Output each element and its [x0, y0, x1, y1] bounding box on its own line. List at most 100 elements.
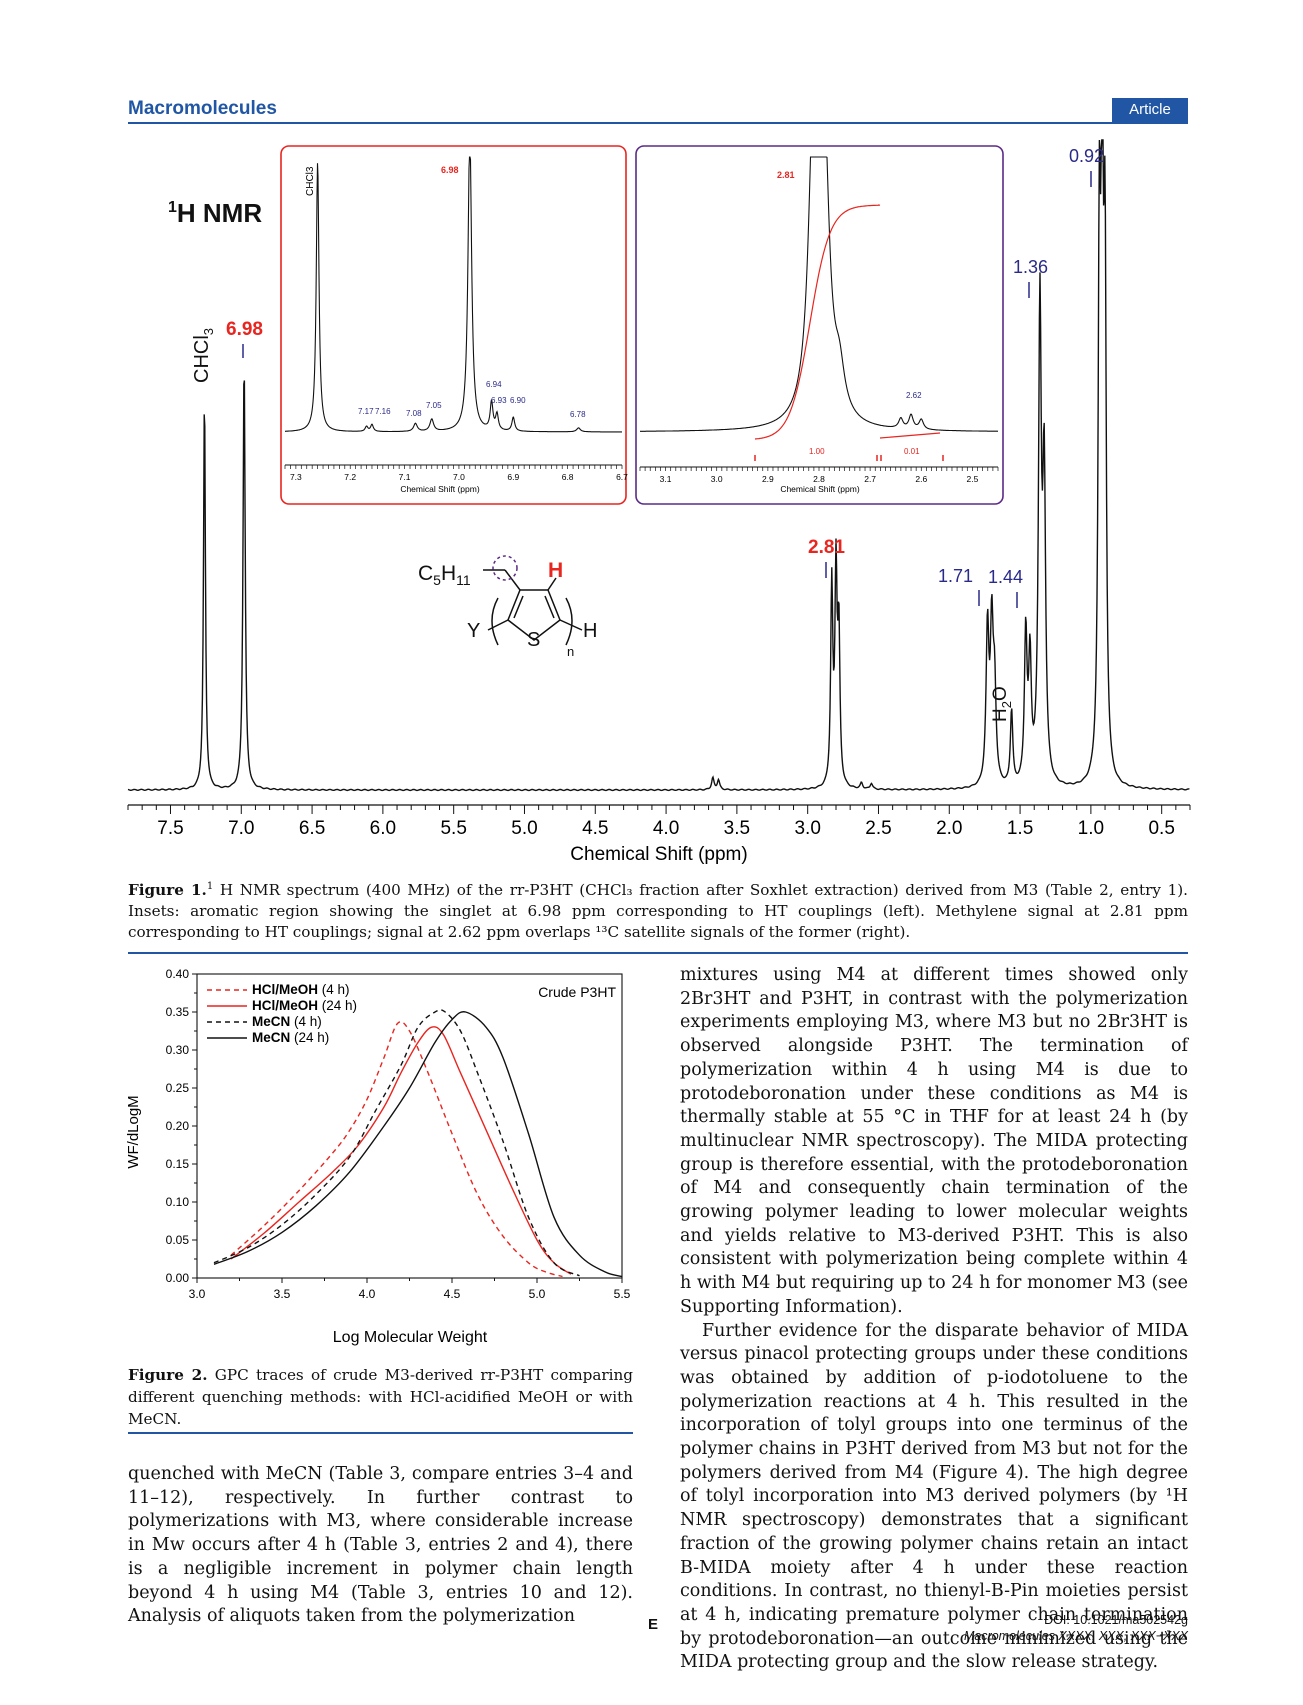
svg-text:Y: Y: [467, 620, 480, 642]
gpc-y-tick-label: 0.15: [166, 1157, 190, 1171]
inset-right-ticks: 3.1 3.0 2.9 2.8 2.7 2.6 2.5: [639, 467, 999, 484]
gpc-y-tick-label: 0.35: [166, 1005, 190, 1019]
inset-left-tick-label: 7.3: [290, 472, 302, 482]
gpc-legend: HCl/MeOH (4 h)HCl/MeOH (24 h)MeCN (4 h)M…: [207, 982, 357, 1045]
nmr-tick-label: 4.0: [653, 818, 679, 839]
inset-left-708: 7.08: [406, 409, 422, 418]
inset-right-tick-label: 2.6: [915, 474, 927, 484]
svg-text:H2O: H2O: [990, 686, 1014, 722]
integral-markers: [754, 455, 944, 461]
svg-text:C5H11: C5H11: [418, 562, 471, 588]
svg-text:H: H: [548, 559, 563, 582]
inset-left-tick-label: 7.0: [453, 472, 465, 482]
gpc-x-tick-label: 3.5: [274, 1287, 291, 1301]
inset-left-tick-label: 7.1: [399, 472, 411, 482]
gpc-y-tick-label: 0.10: [166, 1195, 190, 1209]
inset-left-690: 6.90: [510, 396, 526, 405]
inset-left-frame: [280, 145, 627, 505]
gpc-y-tick-label: 0.00: [166, 1271, 190, 1285]
right-paragraph-1: mixtures using M4 at different times sho…: [680, 965, 1188, 1317]
inset-right-281: 2.81: [777, 170, 795, 180]
nmr-x-label: Chemical Shift (ppm): [570, 844, 747, 865]
journal-name: Macromolecules: [128, 98, 277, 119]
gpc-y-tick-label: 0.40: [166, 967, 190, 981]
nmr-tick-label: 7.5: [157, 818, 183, 839]
gpc-x-ticks: 3.0 3.5 4.0 4.5 5.0 5.5: [189, 1278, 631, 1301]
gpc-chart: 0.00 0.05 0.10 0.15 0.20 0.25 0.30 0.35 0.40 3.0…: [125, 967, 631, 1346]
nmr-tick-label: 6.0: [370, 818, 396, 839]
inset-left-tick-label: 6.7: [616, 472, 628, 482]
gpc-x-label: Log Molecular Weight: [333, 1329, 488, 1346]
svg-text:CHCl3: CHCl3: [191, 328, 216, 383]
nmr-tick-label: 5.5: [440, 818, 466, 839]
gpc-series-line-3: [213, 1011, 623, 1278]
inset-left-705: 7.05: [426, 401, 442, 410]
nmr-tick-label: 1.0: [1078, 818, 1104, 839]
inset-right-tick-label: 2.7: [864, 474, 876, 484]
inset-right-trace: [640, 156, 999, 432]
footer-doi: DOI: 10.1021/ma502542g Macromolecules XX…: [963, 1613, 1188, 1643]
inset-left-trace: [285, 156, 622, 433]
nmr-tick-label: 5.0: [511, 818, 537, 839]
nmr-spectrum-figure: 1H NMR 7.5 7.0 6.5 6.0 5.5 5.0 4.5 4.0 3.5 3.0 2.5…: [127, 139, 1191, 865]
inset-left-678: 6.78: [570, 410, 586, 419]
nmr-tick-label: 1.5: [1007, 818, 1033, 839]
header-rule: [128, 122, 1188, 124]
inset-left-694: 6.94: [486, 380, 502, 389]
left-column-text: quenched with MeCN (Table 3, compare ent…: [128, 1464, 633, 1627]
inset-right-tick-label: 3.0: [711, 474, 723, 484]
gpc-y-tick-label: 0.05: [166, 1233, 190, 1247]
nmr-tick-label: 2.0: [936, 818, 962, 839]
gpc-x-tick-label: 4.0: [359, 1287, 376, 1301]
gpc-y-tick-label: 0.25: [166, 1081, 190, 1095]
nmr-trace: [127, 139, 1190, 792]
svg-text:n: n: [567, 644, 574, 659]
nmr-tick-label: 4.5: [582, 818, 608, 839]
gpc-series: [213, 1009, 623, 1278]
inset-right-tick-label: 3.1: [660, 474, 672, 484]
right-paragraph-2: Further evidence for the disparate behav…: [680, 1320, 1188, 1673]
gpc-x-tick-label: 3.0: [189, 1287, 206, 1301]
inset-right-integral-curve: [754, 204, 881, 440]
gpc-series-line-1: [230, 1026, 572, 1275]
inset-left-716: 7.16: [375, 407, 391, 416]
inset-left-xlabel: Chemical Shift (ppm): [400, 484, 480, 494]
inset-left-ticks: 7.3 7.2 7.1 7.0 6.9 6.8 6.7: [284, 465, 628, 482]
gpc-legend-label: HCl/MeOH (24 h): [252, 998, 357, 1013]
gpc-y-ticks: 0.00 0.05 0.10 0.15 0.20 0.25 0.30 0.35 0.40: [166, 967, 197, 1285]
nmr-tick-label: 3.5: [724, 818, 750, 839]
nmr-tick-label: 7.0: [228, 818, 254, 839]
peak-label-water: H2O: [990, 686, 1014, 722]
right-column-text: mixtures using M4 at different times sho…: [680, 964, 1188, 1675]
inset-left-tick-label: 6.9: [507, 472, 519, 482]
peak-label-136: 1.36: [1013, 257, 1048, 277]
nmr-tick-label: 3.0: [794, 818, 820, 839]
peak-label-144: 1.44: [988, 567, 1023, 587]
gpc-legend-label: MeCN (4 h): [252, 1014, 322, 1029]
figure2-caption: Figure 2. GPC traces of crude M3-derived…: [128, 1366, 633, 1428]
inset-right-int-001: 0.01: [904, 447, 920, 456]
nmr-title: 1H NMR: [168, 198, 262, 228]
page-number: E: [648, 1616, 659, 1633]
article-badge: Article: [1112, 98, 1188, 122]
nmr-x-ticks: 7.5 7.0 6.5 6.0 5.5 5.0 4.5 4.0 3.5 3.0 2.5 2.0 1.5 1…: [127, 805, 1191, 839]
figure1-rule: [128, 952, 1188, 954]
peak-label-281: 2.81: [808, 537, 845, 558]
nmr-tick-label: 6.5: [299, 818, 325, 839]
gpc-series-line-2: [213, 1009, 580, 1277]
figure1-caption: Figure 1.1 H NMR spectrum (400 MHz) of t…: [128, 881, 1188, 942]
gpc-x-tick-label: 5.5: [614, 1287, 631, 1301]
figure2-rule: [128, 1432, 633, 1434]
gpc-y-label: WF/dLogM: [125, 1095, 142, 1168]
gpc-legend-label: HCl/MeOH (4 h): [252, 982, 350, 997]
gpc-legend-label: MeCN (24 h): [252, 1030, 329, 1045]
gpc-y-tick-label: 0.20: [166, 1119, 190, 1133]
inset-left-chcl3: CHCl3: [305, 166, 316, 196]
inset-left-717: 7.17: [358, 407, 374, 416]
peak-label-chcl3: CHCl3: [191, 328, 216, 383]
inset-left-693: 6.93: [491, 396, 507, 405]
p3ht-structure: C5H11 H S Y H n: [418, 555, 597, 659]
gpc-y-tick-label: 0.30: [166, 1043, 190, 1057]
inset-right-xlabel: Chemical Shift (ppm): [780, 484, 860, 494]
nmr-tick-label: 0.5: [1148, 818, 1174, 839]
